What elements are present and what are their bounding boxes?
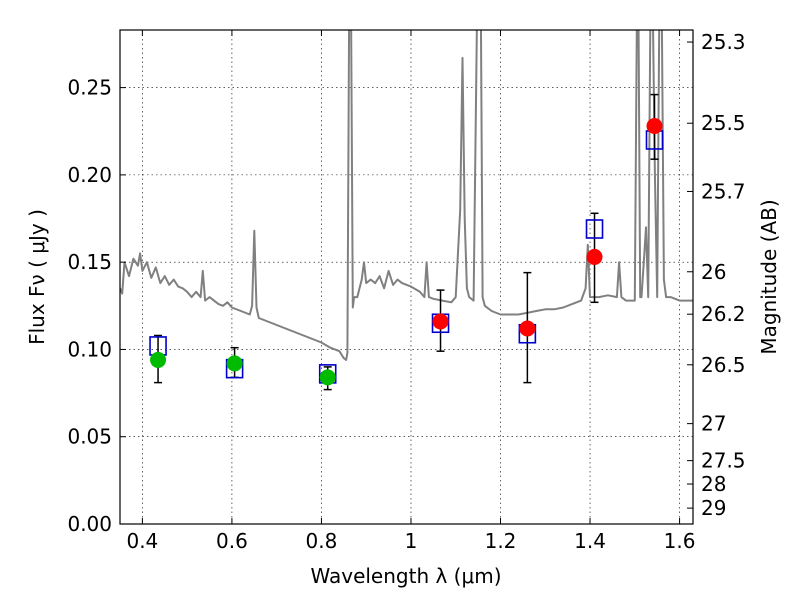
y-tick-label: 0.10 <box>67 337 112 361</box>
axes: 0.4 0.6 0.8 1 1.2 1.4 1.6 0.00 0.05 0.10 0.15 0.20 0… <box>67 30 746 553</box>
circle-marker <box>150 351 167 368</box>
y2-tick-label: 28 <box>701 472 726 496</box>
y2-tick-label: 25.3 <box>701 30 746 54</box>
y2-tick-label: 27.5 <box>701 449 746 473</box>
x-tick-label: 0.6 <box>216 529 248 553</box>
circle-marker <box>646 118 663 135</box>
y2-tick-label: 26.5 <box>701 353 746 377</box>
y-tick-label: 0.00 <box>67 512 112 536</box>
circle-marker <box>432 313 449 330</box>
y2-tick-label: 27 <box>701 412 726 436</box>
plot-area <box>120 30 693 391</box>
plot-frame <box>119 29 694 525</box>
y2-tick-label: 25.7 <box>701 179 746 203</box>
circle-marker <box>586 248 603 265</box>
x-tick-label: 0.4 <box>126 529 158 553</box>
x-tick-label: 1.4 <box>574 529 606 553</box>
y-tick-label: 0.15 <box>67 250 112 274</box>
y2-tick-label: 25.5 <box>701 111 746 135</box>
y2-tick-label: 26.2 <box>701 302 746 326</box>
x-tick-label: 1.6 <box>664 529 696 553</box>
y2-tick-label: 26 <box>701 260 726 284</box>
square-marker <box>585 219 604 239</box>
y2-tick-label: 29 <box>701 496 726 520</box>
x-tick-label: 1.2 <box>485 529 517 553</box>
y-tick-label: 0.20 <box>67 163 112 187</box>
model-spectrum-line <box>120 30 693 361</box>
grid <box>120 30 693 525</box>
circle-marker <box>519 320 536 337</box>
circle-marker <box>319 369 336 386</box>
x-tick-label: 1 <box>405 529 418 553</box>
y-tick-label: 0.25 <box>67 76 112 100</box>
y-tick-label: 0.05 <box>67 425 112 449</box>
y2-axis-label: Magnitude (AB) <box>757 199 781 354</box>
x-tick-label: 0.8 <box>306 529 338 553</box>
y-axis-label: Flux Fν ( μJy ) <box>25 209 49 345</box>
circle-marker <box>226 355 243 372</box>
x-axis-label: Wavelength λ (μm) <box>310 564 501 588</box>
